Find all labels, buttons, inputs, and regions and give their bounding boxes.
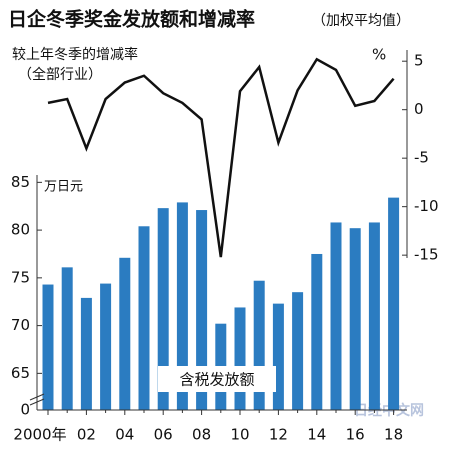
y-tick-label: 80 [11, 221, 30, 239]
x-tick-label: 12 [269, 426, 288, 444]
bar-label: 含税发放额 [179, 371, 254, 389]
x-tick-label: 2000年 [13, 426, 66, 444]
line [47, 57, 395, 258]
bar [157, 208, 169, 410]
bar [388, 197, 400, 410]
bar-label-box [158, 366, 276, 392]
bar [330, 222, 342, 410]
x-tick-label: 10 [230, 426, 249, 444]
y2-tick-label: -10 [414, 197, 439, 215]
x-tick-label: 18 [384, 426, 403, 444]
bar [349, 228, 361, 410]
chart-subtitle: （加权平均值） [312, 13, 410, 29]
chart-title: 日企冬季奖金发放额和增减率 [8, 8, 255, 31]
y-tick-label: 85 [11, 173, 30, 191]
y2-tick-label: 0 [414, 100, 424, 118]
y-tick-label: 65 [11, 364, 30, 382]
y-tick-label: 0 [20, 401, 30, 419]
y2-unit: % [372, 46, 386, 64]
x-tick-label: 14 [307, 426, 326, 444]
x-tick-label: 16 [346, 426, 365, 444]
bar [368, 222, 380, 410]
axis-break [29, 393, 45, 401]
line-label-note: （全部行业） [18, 66, 102, 83]
bar [42, 284, 54, 410]
line-label: 较上年冬季的增减率 [12, 46, 138, 63]
bar [61, 267, 73, 410]
bar [119, 257, 131, 410]
axis-break [29, 398, 45, 406]
y2-tick-label: 5 [414, 52, 424, 70]
bar [292, 292, 304, 410]
bar [196, 210, 208, 410]
bar [311, 253, 323, 410]
y-unit: 万日元 [44, 180, 83, 195]
x-tick-label: 08 [192, 426, 211, 444]
bar [100, 283, 112, 410]
bar [176, 202, 188, 410]
x-tick-label: 06 [154, 426, 173, 444]
y2-tick-label: -15 [414, 246, 439, 264]
plot [42, 57, 400, 410]
bar [138, 226, 150, 410]
y-tick-label: 70 [11, 316, 30, 334]
x-tick-label: 02 [77, 426, 96, 444]
bar [253, 280, 265, 410]
y-tick-label: 75 [11, 268, 30, 286]
x-tick-label: 04 [115, 426, 134, 444]
y2-tick-label: -5 [414, 149, 429, 167]
bar [272, 303, 284, 410]
bar [80, 297, 92, 410]
bar [234, 307, 246, 410]
